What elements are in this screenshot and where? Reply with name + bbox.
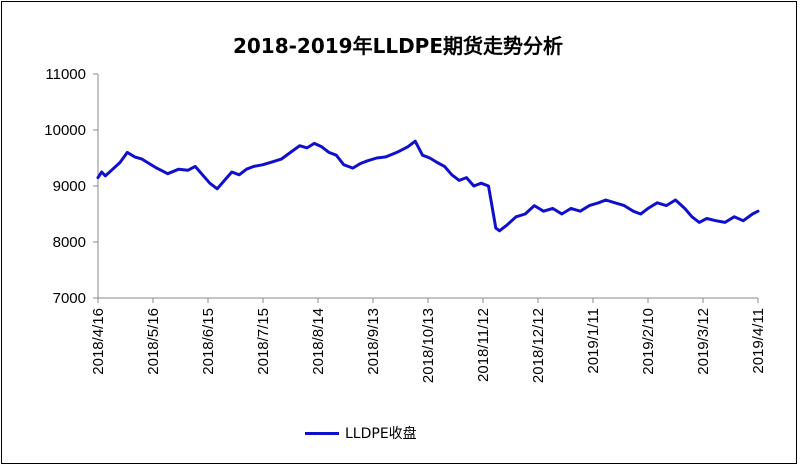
- x-tick-label: 2018/11/12: [475, 308, 492, 382]
- chart-title: 2018-2019年LLDPE期货走势分析: [232, 34, 564, 58]
- y-tick-label: 10000: [44, 122, 86, 139]
- x-tick-label: 2018/7/15: [255, 308, 272, 375]
- series-line-lldpe: [96, 139, 760, 233]
- x-tick-label: 2018/10/13: [420, 308, 437, 383]
- y-axis: 7000 8000 9000 10000 11000: [44, 66, 99, 307]
- y-tick-label: 9000: [53, 178, 86, 195]
- y-tick-label: 7000: [53, 290, 86, 307]
- y-tick-label: 11000: [45, 66, 86, 83]
- legend-label: LLDPE收盘: [345, 426, 417, 442]
- legend: LLDPE收盘: [305, 423, 417, 443]
- x-tick-label: 2018/12/12: [530, 308, 547, 383]
- y-tick-label: 8000: [53, 234, 86, 251]
- series-layer: [96, 139, 760, 233]
- x-tick-label: 2019/4/11: [750, 308, 767, 374]
- x-tick-label: 2019/3/12: [695, 308, 712, 375]
- x-tick-label: 2019/1/11: [585, 308, 602, 374]
- x-tick-label: 2018/5/16: [145, 308, 162, 375]
- x-tick-label: 2019/2/10: [640, 308, 657, 375]
- x-axis: 2018/4/16 2018/5/16 2018/6/15 2018/7/15 2018…: [90, 297, 767, 383]
- x-tick-label: 2018/8/14: [310, 308, 327, 375]
- x-tick-label: 2018/9/13: [365, 308, 382, 375]
- legend-swatch: [305, 431, 339, 435]
- x-tick-label: 2018/6/15: [200, 308, 217, 375]
- x-tick-label: 2018/4/16: [90, 308, 107, 375]
